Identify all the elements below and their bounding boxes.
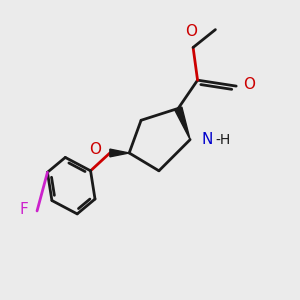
Text: -H: -H [216, 133, 231, 147]
Polygon shape [175, 107, 190, 140]
Polygon shape [110, 149, 129, 157]
Text: O: O [244, 77, 256, 92]
Text: O: O [186, 23, 198, 38]
Text: N: N [201, 132, 213, 147]
Text: O: O [89, 142, 101, 157]
Text: F: F [20, 202, 29, 217]
